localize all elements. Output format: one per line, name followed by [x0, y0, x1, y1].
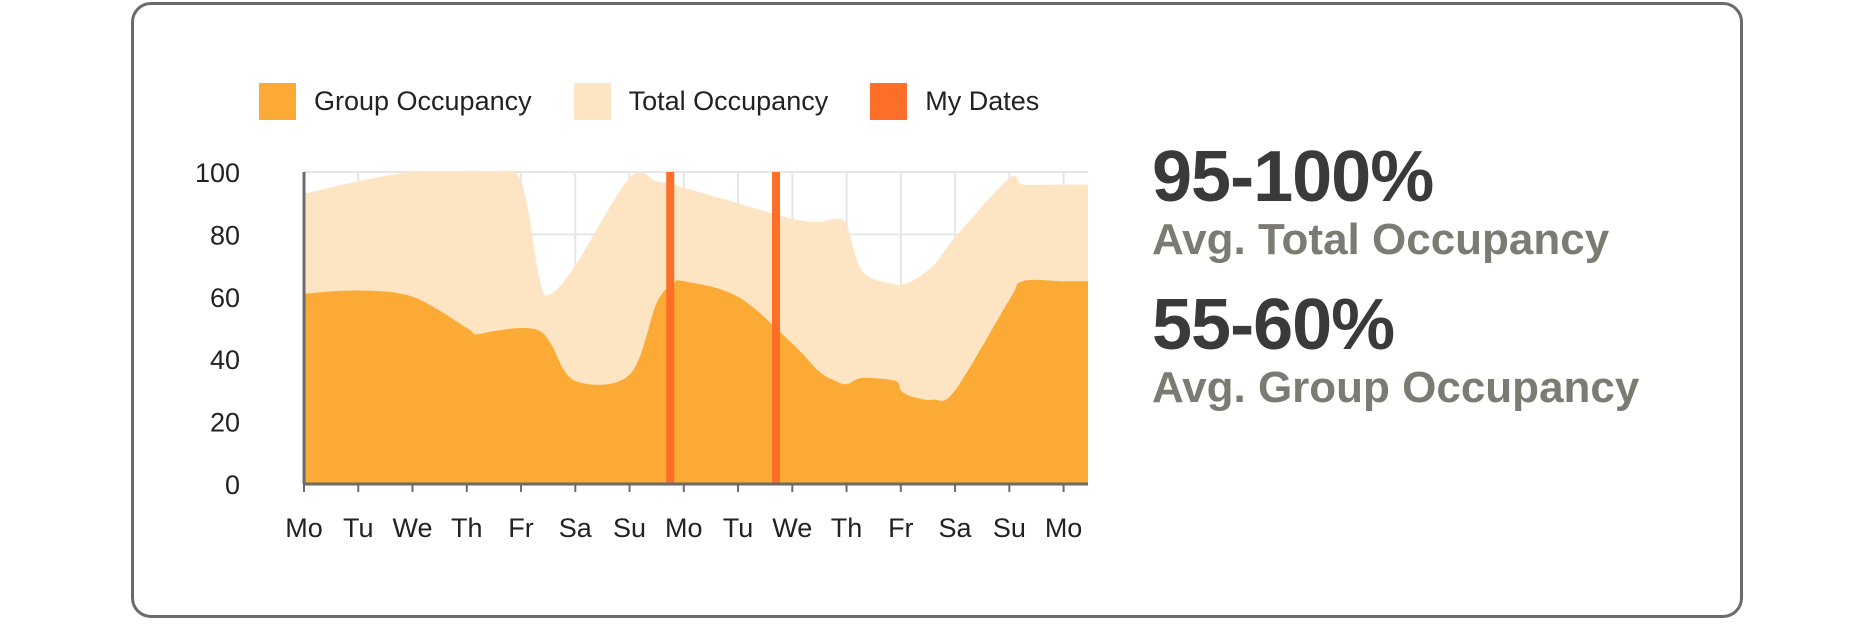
- y-tick-label: 60: [210, 283, 240, 313]
- legend-swatch-total-occupancy: [573, 82, 611, 120]
- y-tick-label: 0: [225, 470, 240, 500]
- x-tick-label: Su: [993, 513, 1026, 543]
- stat-label: Avg. Total Occupancy: [1152, 215, 1610, 264]
- x-tick-label: We: [772, 513, 812, 543]
- chart-legend: Group Occupancy Total Occupancy My Dates: [259, 80, 1081, 122]
- y-tick-label: 20: [210, 408, 240, 438]
- stat-label: Avg. Group Occupancy: [1152, 363, 1640, 412]
- legend-swatch-group-occupancy: [259, 82, 296, 120]
- y-tick-label: 40: [210, 345, 240, 375]
- stat-total-occupancy: 95-100% Avg. Total Occupancy: [1152, 138, 1639, 264]
- y-tick-label: 100: [195, 158, 240, 188]
- x-tick-label: Sa: [939, 513, 973, 543]
- legend-label: Group Occupancy: [314, 85, 532, 116]
- area-group-occupancy: [304, 279, 1088, 484]
- x-tick-label: Sa: [559, 513, 593, 543]
- x-tick-label: Fr: [508, 513, 533, 543]
- x-tick-label: We: [393, 513, 433, 543]
- stat-value: 55-60%: [1152, 285, 1395, 365]
- x-tick-label: Tu: [723, 513, 754, 543]
- legend-label: Total Occupancy: [628, 85, 829, 116]
- legend-swatch-my-dates: [870, 82, 908, 120]
- x-tick-label: Th: [451, 513, 483, 543]
- stat-value: 95-100%: [1152, 137, 1434, 217]
- legend-item-my-dates: My Dates: [870, 82, 1040, 120]
- legend-item-group-occupancy: Group Occupancy: [259, 82, 532, 120]
- legend-item-total-occupancy: Total Occupancy: [573, 82, 829, 120]
- legend-label: My Dates: [925, 85, 1040, 116]
- x-tick-label: Mo: [665, 513, 703, 543]
- x-tick-label: Th: [831, 513, 863, 543]
- stat-group-occupancy: 55-60% Avg. Group Occupancy: [1152, 286, 1639, 412]
- stats-panel: 95-100% Avg. Total Occupancy 55-60% Avg.…: [1152, 138, 1639, 434]
- y-tick-label: 80: [210, 220, 240, 250]
- x-tick-label: Mo: [285, 513, 323, 543]
- x-tick-label: Tu: [343, 513, 374, 543]
- x-tick-label: Fr: [888, 513, 913, 543]
- x-tick-label: Su: [613, 513, 646, 543]
- x-tick-label: Mo: [1045, 513, 1083, 543]
